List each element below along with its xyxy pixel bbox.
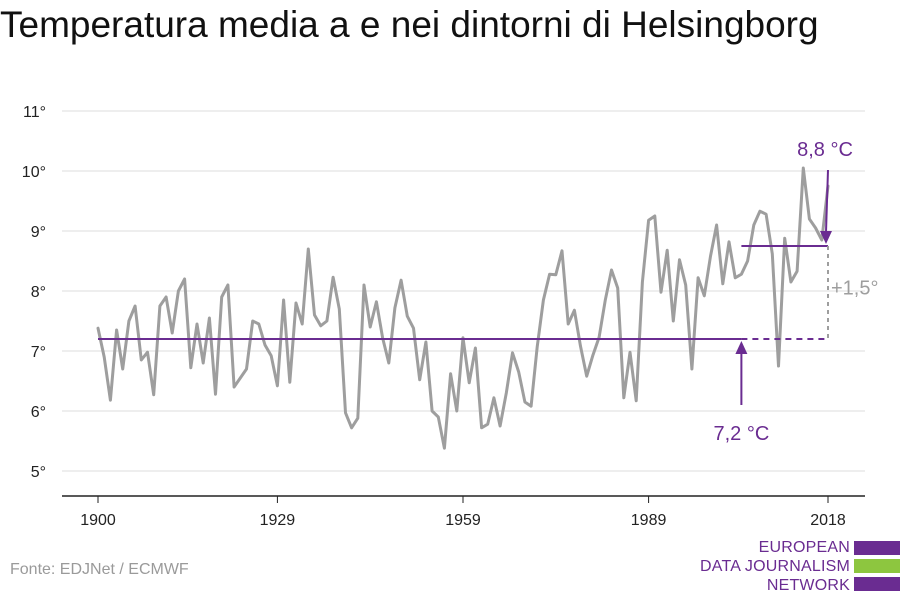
x-tick-label-1900: 1900 — [80, 512, 116, 529]
y-axis-tick-labels: 5° 6° 7° 8° 9° 10° 11° — [22, 104, 46, 481]
x-tick-label-1989: 1989 — [631, 512, 667, 529]
logo-bar-purple-bottom — [854, 577, 900, 591]
y-tick-label-10: 10° — [22, 164, 46, 181]
x-tick-label-1959: 1959 — [445, 512, 481, 529]
y-tick-label-8: 8° — [31, 284, 46, 301]
x-tick-label-1929: 1929 — [260, 512, 296, 529]
x-axis: 1900 1929 1959 1989 2018 — [62, 495, 865, 529]
difference-label: +1,5° — [831, 278, 878, 300]
recent-arrow-head — [820, 231, 832, 244]
x-tick-label-2018: 2018 — [810, 512, 846, 529]
baseline-arrow-head — [735, 341, 748, 354]
series-layer — [96, 166, 830, 450]
logo-bar-green — [854, 559, 900, 573]
source-note: Fonte: EDJNet / ECMWF — [10, 561, 189, 578]
edjnet-logo[interactable]: EUROPEAN DATA JOURNALISM NETWORK — [700, 538, 900, 598]
baseline-label: 7,2 °C — [713, 423, 769, 445]
logo-bar-purple-top — [854, 541, 900, 555]
y-tick-label-7: 7° — [31, 344, 46, 361]
gridlines — [62, 110, 865, 472]
recent-arrow-shaft — [825, 169, 829, 233]
y-tick-label-9: 9° — [31, 224, 46, 241]
recent-label: 8,8 °C — [797, 139, 853, 161]
annotations: +1,5° 7,2 °C 8,8 °C — [98, 139, 878, 445]
logo-line-network: NETWORK — [766, 577, 850, 594]
logo-line-european: EUROPEAN — [758, 539, 850, 556]
y-tick-label-5: 5° — [31, 464, 46, 481]
logo-line-data-journalism: DATA JOURNALISM — [700, 558, 850, 575]
y-tick-label-11: 11° — [23, 104, 46, 121]
y-tick-label-6: 6° — [31, 404, 46, 421]
series-line-0 — [96, 166, 830, 450]
chart-title: Temperatura media a e nei dintorni di He… — [0, 4, 819, 45]
